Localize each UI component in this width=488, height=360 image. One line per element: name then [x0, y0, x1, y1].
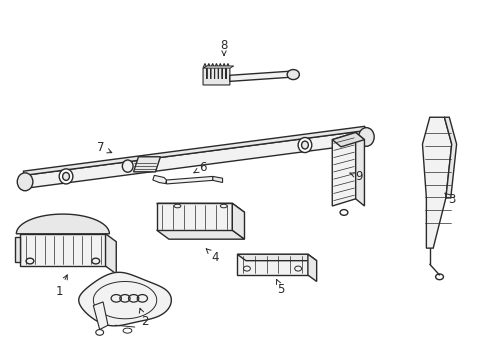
Polygon shape	[444, 117, 456, 198]
Ellipse shape	[301, 141, 308, 149]
Polygon shape	[133, 157, 160, 172]
Ellipse shape	[122, 160, 133, 172]
Text: 8: 8	[220, 39, 227, 55]
Polygon shape	[166, 176, 212, 184]
Text: 4: 4	[206, 249, 219, 264]
Polygon shape	[157, 203, 244, 212]
Text: 7: 7	[97, 141, 112, 154]
Polygon shape	[232, 203, 244, 239]
Polygon shape	[23, 131, 367, 188]
Text: 6: 6	[194, 161, 206, 174]
Polygon shape	[79, 272, 171, 326]
Ellipse shape	[286, 69, 299, 80]
Text: 3: 3	[444, 193, 454, 206]
Polygon shape	[237, 254, 316, 261]
Polygon shape	[331, 132, 364, 147]
Polygon shape	[331, 132, 355, 206]
Polygon shape	[157, 230, 244, 239]
Polygon shape	[229, 71, 293, 81]
Polygon shape	[16, 214, 109, 234]
Polygon shape	[23, 126, 364, 175]
Polygon shape	[153, 175, 166, 184]
Polygon shape	[203, 66, 233, 68]
Ellipse shape	[298, 138, 311, 153]
Ellipse shape	[17, 173, 33, 191]
Polygon shape	[15, 237, 20, 262]
Text: 9: 9	[349, 170, 362, 183]
Polygon shape	[93, 302, 108, 329]
Polygon shape	[307, 254, 316, 282]
Polygon shape	[203, 63, 229, 85]
Polygon shape	[157, 203, 232, 230]
Polygon shape	[105, 234, 116, 274]
Polygon shape	[422, 117, 451, 248]
Text: 2: 2	[139, 308, 148, 328]
Polygon shape	[20, 234, 105, 266]
Polygon shape	[237, 254, 307, 275]
Polygon shape	[355, 132, 364, 206]
Text: 5: 5	[276, 280, 284, 296]
Ellipse shape	[62, 172, 69, 180]
Polygon shape	[212, 176, 222, 183]
Ellipse shape	[59, 169, 73, 184]
Text: 1: 1	[55, 275, 67, 298]
Ellipse shape	[358, 128, 373, 146]
